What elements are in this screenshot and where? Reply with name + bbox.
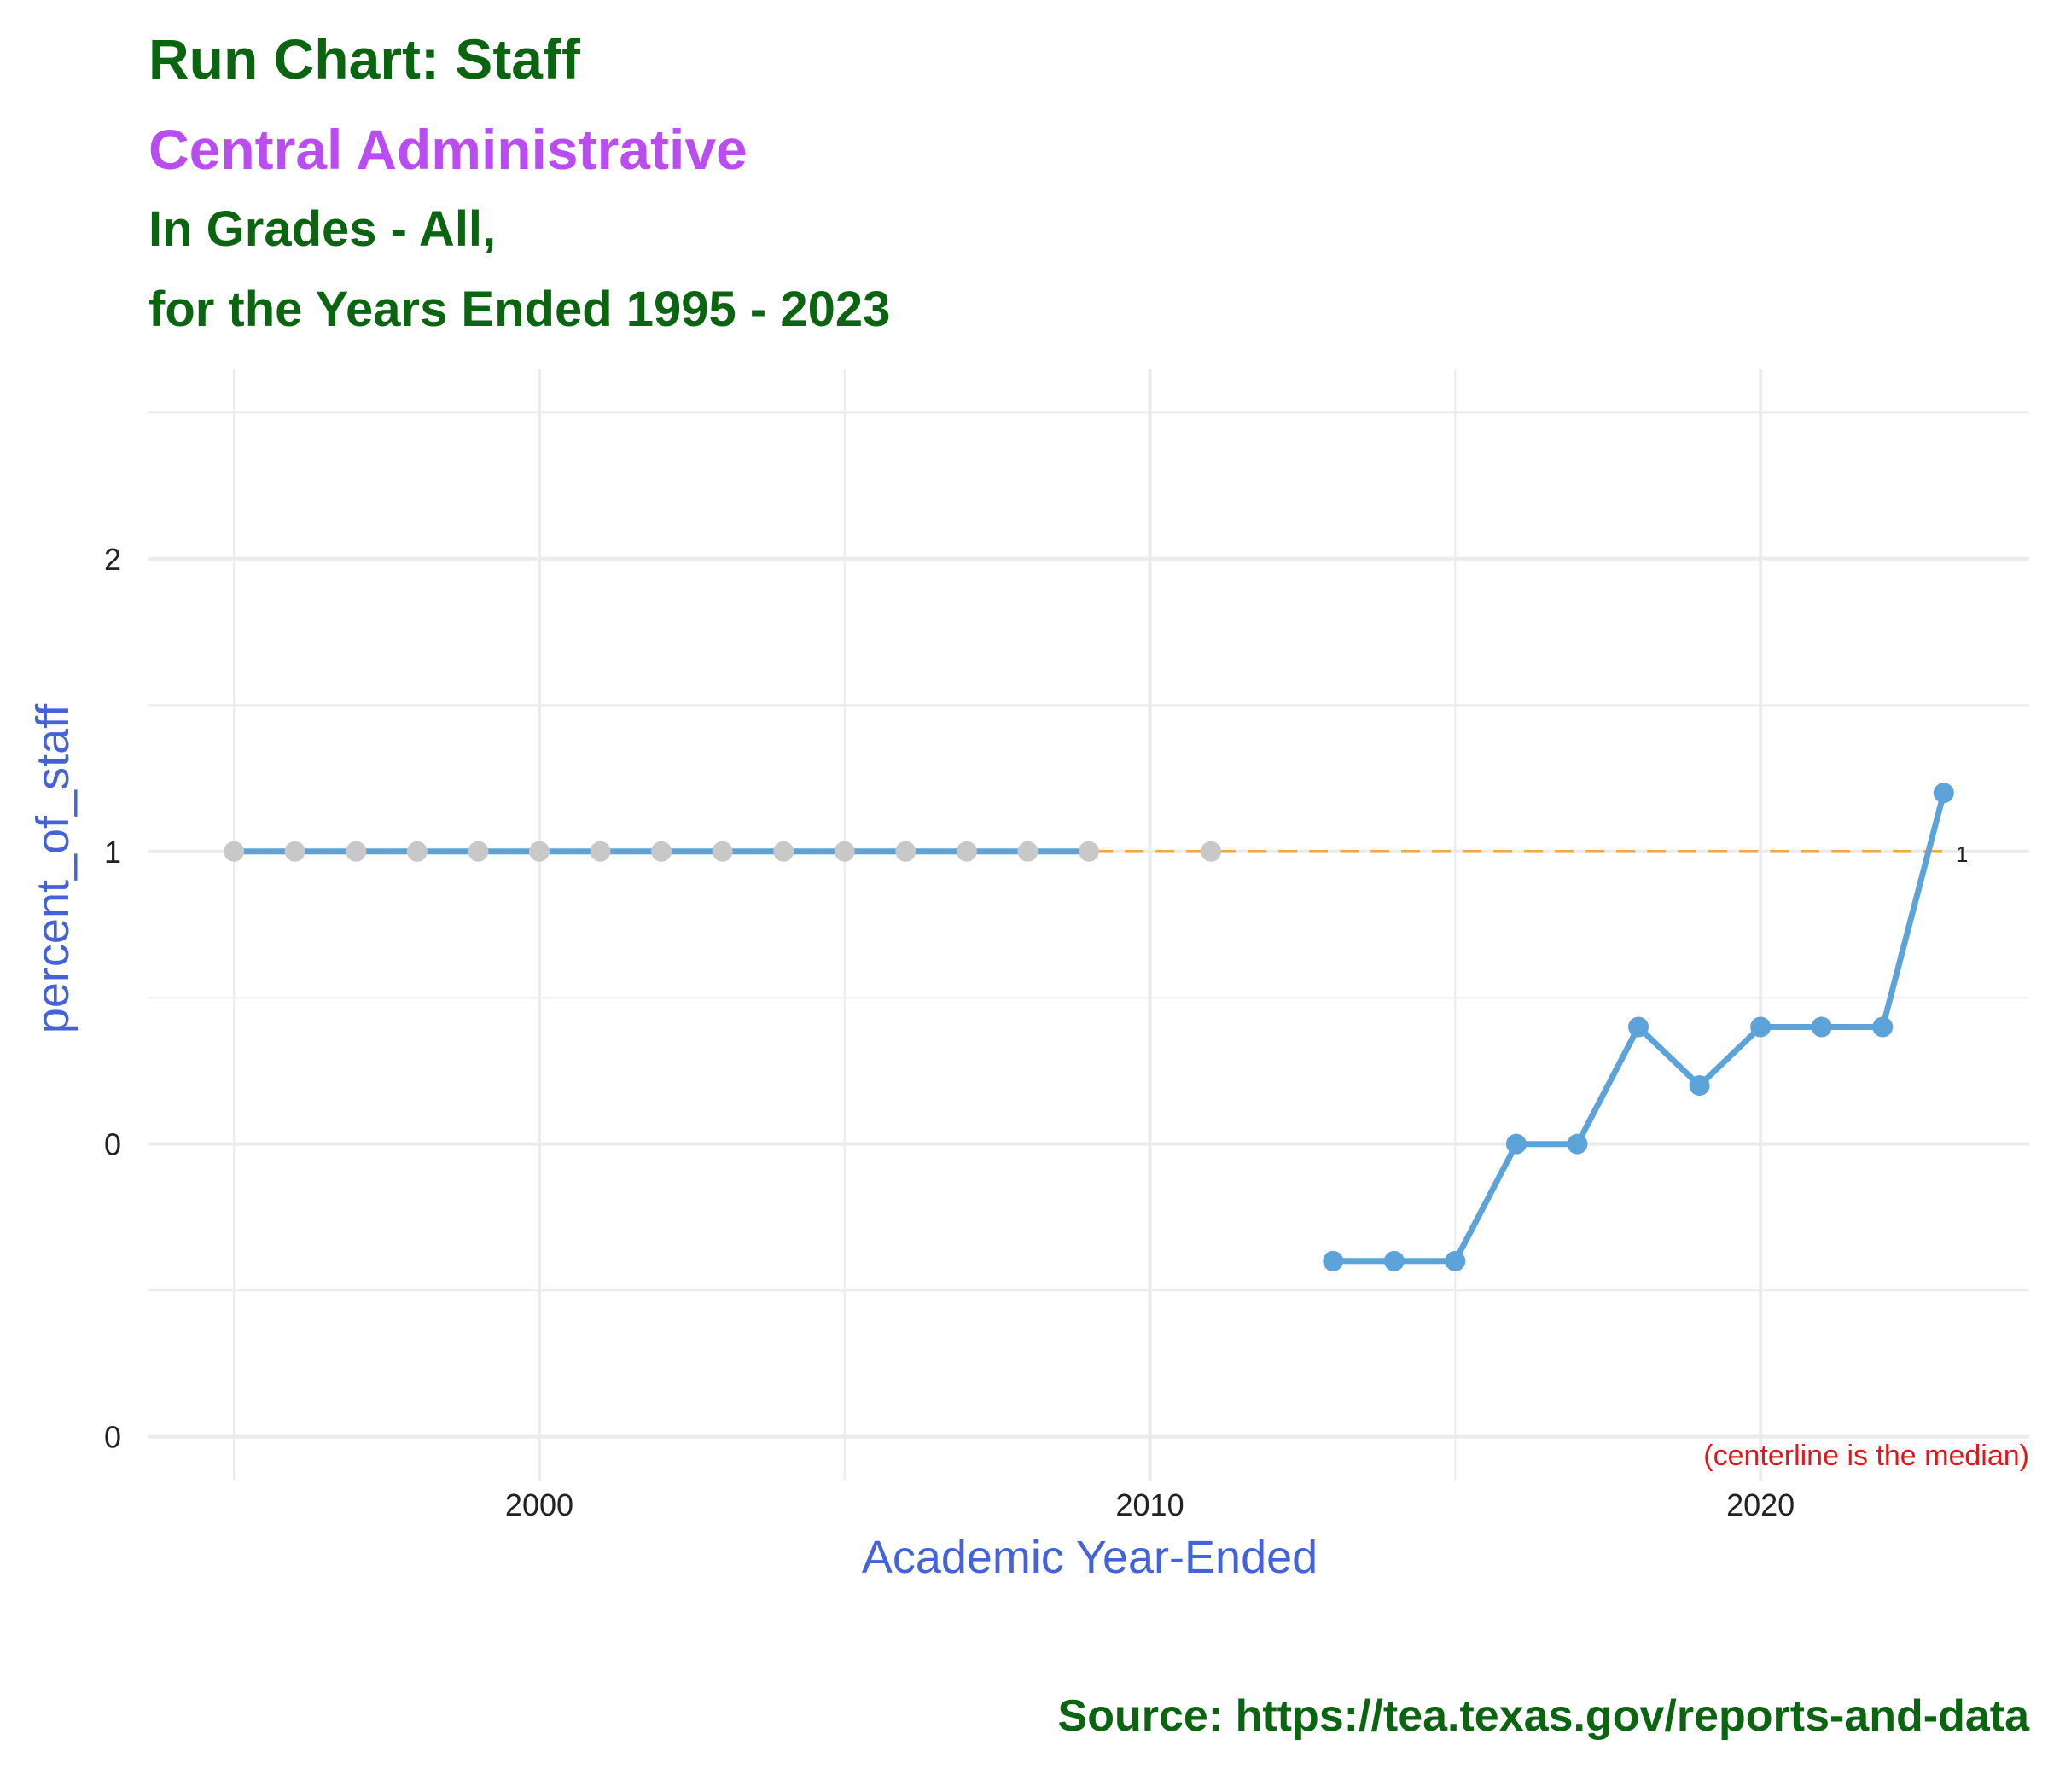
chart-title: Run Chart: Staff bbox=[148, 27, 581, 90]
data-point bbox=[468, 841, 489, 862]
x-tick-label: 2020 bbox=[1726, 1487, 1795, 1522]
data-point bbox=[773, 841, 794, 862]
data-point bbox=[1750, 1016, 1772, 1038]
chart-subtitle-years: for the Years Ended 1995 - 2023 bbox=[148, 282, 890, 337]
data-point bbox=[1628, 1016, 1649, 1038]
data-point bbox=[712, 841, 733, 862]
data-point bbox=[1872, 1016, 1894, 1038]
data-point bbox=[834, 841, 855, 862]
x-tick-label: 2000 bbox=[505, 1487, 573, 1522]
x-axis-title: Academic Year-Ended bbox=[862, 1532, 1318, 1583]
data-point bbox=[1201, 841, 1222, 862]
data-point bbox=[224, 841, 245, 862]
data-point bbox=[346, 841, 367, 862]
grid-lines bbox=[148, 369, 2029, 1481]
data-point bbox=[895, 841, 916, 862]
data-point bbox=[1079, 841, 1099, 862]
data-points bbox=[224, 783, 1954, 1271]
data-point bbox=[1017, 841, 1039, 862]
data-point bbox=[956, 841, 977, 862]
x-tick-label: 2010 bbox=[1116, 1487, 1184, 1522]
y-axis-ticks: 0 0 1 2 bbox=[104, 542, 121, 1455]
y-tick-label: 1 bbox=[104, 835, 121, 870]
data-point bbox=[651, 841, 672, 862]
x-axis-ticks: 2000 2010 2020 bbox=[505, 1487, 1795, 1522]
data-point bbox=[590, 841, 611, 862]
data-point bbox=[1323, 1250, 1344, 1271]
data-point bbox=[528, 841, 550, 862]
chart-subtitle: Central Administrative bbox=[148, 118, 748, 181]
data-point bbox=[1689, 1075, 1710, 1097]
data-point bbox=[406, 841, 428, 862]
data-point bbox=[1933, 783, 1954, 804]
data-point bbox=[1383, 1250, 1405, 1271]
y-tick-label: 2 bbox=[104, 542, 121, 577]
chart-subtitle-grades: In Grades - All, bbox=[148, 201, 496, 257]
y-tick-label: 0 bbox=[104, 1420, 121, 1455]
chart-caption: Source: https://tea.texas.gov/reports-an… bbox=[1058, 1691, 2031, 1741]
centerline-value-label: 1 bbox=[1956, 841, 1968, 867]
data-point bbox=[1445, 1250, 1466, 1271]
data-point bbox=[1505, 1133, 1527, 1155]
data-point bbox=[284, 841, 305, 862]
data-point bbox=[1811, 1016, 1832, 1038]
series-lines bbox=[230, 789, 1947, 1265]
y-axis-title: percent_of_staff bbox=[27, 703, 79, 1033]
y-tick-label: 0 bbox=[104, 1127, 121, 1162]
centerline-note: (centerline is the median) bbox=[1703, 1440, 2029, 1472]
data-point bbox=[1567, 1133, 1588, 1155]
